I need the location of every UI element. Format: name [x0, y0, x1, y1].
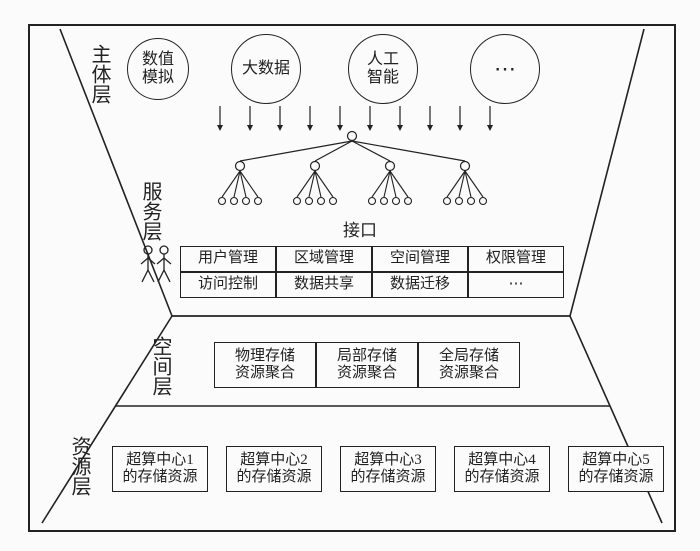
service-cell-0-1: 区域管理 [276, 246, 372, 272]
service-cell-1-2: 数据迁移 [372, 272, 468, 298]
subject-circle-1: 大数据 [231, 34, 301, 104]
space-cell-1: 局部存储 资源聚合 [316, 342, 418, 388]
resource-cell-4: 超算中心5 的存储资源 [568, 446, 664, 492]
diagram-frame: 主体层服务层空间层资源层 数值 模拟大数据人工 智能 ⋯ 接口用户管理区域管理空间管理… [28, 24, 676, 532]
service-cell-0-3: 权限管理 [468, 246, 564, 272]
subject-circle-2: 人工 智能 [348, 34, 418, 104]
resource-cell-1: 超算中心2 的存储资源 [226, 446, 322, 492]
subject-circle-3: ⋯ [470, 34, 540, 104]
subject-circle-0: 数值 模拟 [127, 38, 189, 100]
space-cell-2: 全局存储 资源聚合 [418, 342, 520, 388]
space-cell-0: 物理存储 资源聚合 [214, 342, 316, 388]
layer-label-resource: 资源层 [66, 436, 90, 496]
layer-label-subject: 主体层 [86, 44, 110, 104]
layer-label-service: 服务层 [137, 181, 161, 241]
service-cell-1-3: ⋯ [468, 272, 564, 298]
resource-cell-3: 超算中心4 的存储资源 [454, 446, 550, 492]
resource-cell-0: 超算中心1 的存储资源 [112, 446, 208, 492]
resource-cell-2: 超算中心3 的存储资源 [340, 446, 436, 492]
layer-label-space: 空间层 [147, 336, 171, 396]
service-cell-1-0: 访问控制 [180, 272, 276, 298]
service-cell-0-0: 用户管理 [180, 246, 276, 272]
service-cell-0-2: 空间管理 [372, 246, 468, 272]
service-cell-1-1: 数据共享 [276, 272, 372, 298]
interface-label: 接口 [330, 216, 390, 241]
